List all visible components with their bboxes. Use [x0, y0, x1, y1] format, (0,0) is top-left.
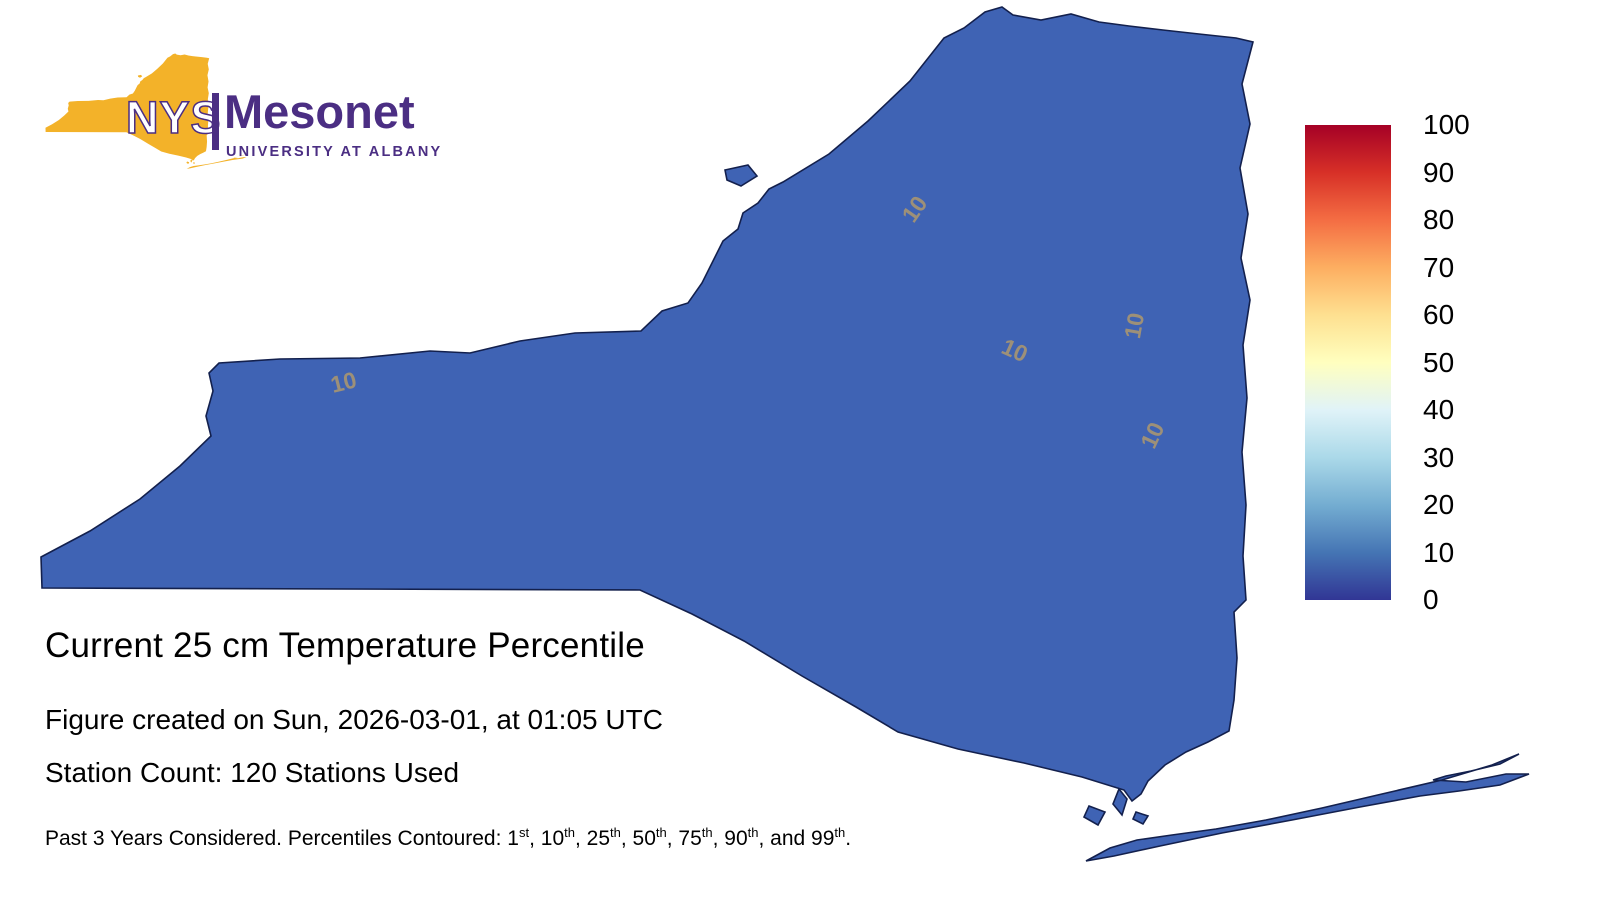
- colorbar-tick-label: 70: [1423, 251, 1455, 283]
- percentile-item: 25th,: [586, 825, 633, 850]
- colorbar-tick-label: 90: [1423, 156, 1455, 188]
- colorbar-gradient: [1305, 125, 1391, 600]
- nys-mesonet-logo: NYS Mesonet UNIVERSITY AT ALBANY: [44, 46, 464, 186]
- page-title: Current 25 cm Temperature Percentile: [45, 626, 645, 665]
- colorbar-tick-label: 0: [1423, 584, 1439, 615]
- logo-divider: [212, 93, 219, 150]
- percentile-item: 50th,: [632, 825, 679, 850]
- colorbar-tick-label: 30: [1423, 441, 1455, 473]
- colorbar-tick-label: 80: [1423, 204, 1455, 235]
- colorbar-tick-label: 50: [1423, 346, 1455, 378]
- percentile-item: 10th,: [540, 825, 587, 850]
- colorbar-tick-label: 100: [1423, 109, 1470, 140]
- footer-note: Past 3 Years Considered. Percentiles Con…: [45, 825, 852, 851]
- colorbar: 100 90 80 70 60 50 40 30 20 10 0: [1305, 109, 1515, 615]
- created-timestamp: Figure created on Sun, 2026-03-01, at 01…: [45, 704, 663, 735]
- contour-label: 10: [1119, 311, 1149, 341]
- contour-label: 10: [328, 366, 359, 397]
- colorbar-tick-label: 60: [1423, 299, 1455, 330]
- station-count-line: Station Count: 120 Stations Used: [45, 757, 460, 788]
- percentile-item: 1st,: [507, 825, 541, 850]
- logo-university-text: UNIVERSITY AT ALBANY: [226, 144, 443, 160]
- percentile-item: 75th,: [678, 825, 725, 850]
- footer-prefix: Past 3 Years Considered. Percentiles Con…: [45, 827, 508, 850]
- colorbar-tick-label: 10: [1423, 536, 1455, 568]
- logo-nys-text: NYS: [125, 91, 222, 144]
- percentile-item: 99th.: [811, 825, 852, 850]
- percentile-item: 90th, and: [724, 825, 812, 850]
- contour-labels: 10 10 10 10 10: [328, 191, 1169, 452]
- logo-mesonet-text: Mesonet: [224, 85, 415, 138]
- colorbar-tick-label: 20: [1423, 489, 1455, 520]
- colorbar-tick-label: 40: [1423, 394, 1455, 425]
